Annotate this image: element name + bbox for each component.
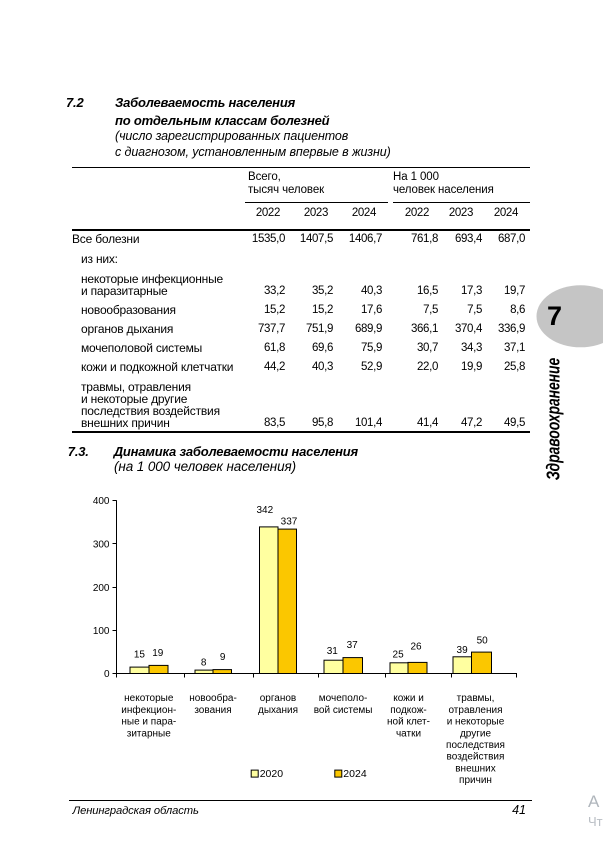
svg-text:342: 342 <box>256 505 273 516</box>
svg-text:400: 400 <box>93 496 110 507</box>
svg-text:15: 15 <box>134 650 146 661</box>
svg-text:39: 39 <box>457 645 469 656</box>
svg-text:2024: 2024 <box>343 768 367 780</box>
svg-text:9: 9 <box>220 652 226 663</box>
svg-text:8: 8 <box>201 658 207 669</box>
svg-text:0: 0 <box>104 669 110 680</box>
svg-text:100: 100 <box>93 626 110 637</box>
svg-text:337: 337 <box>281 517 298 528</box>
svg-text:мочеполо-вой системы: мочеполо-вой системы <box>314 693 373 716</box>
svg-text:новообра-зования: новообра-зования <box>189 692 237 716</box>
svg-text:37: 37 <box>347 640 359 651</box>
svg-text:50: 50 <box>477 636 489 647</box>
svg-text:300: 300 <box>93 540 110 551</box>
svg-text:2020: 2020 <box>260 768 284 780</box>
svg-text:25: 25 <box>393 650 405 661</box>
svg-text:19: 19 <box>152 648 164 659</box>
svg-text:26: 26 <box>410 642 422 653</box>
svg-text:31: 31 <box>327 646 339 657</box>
svg-text:200: 200 <box>93 583 110 594</box>
